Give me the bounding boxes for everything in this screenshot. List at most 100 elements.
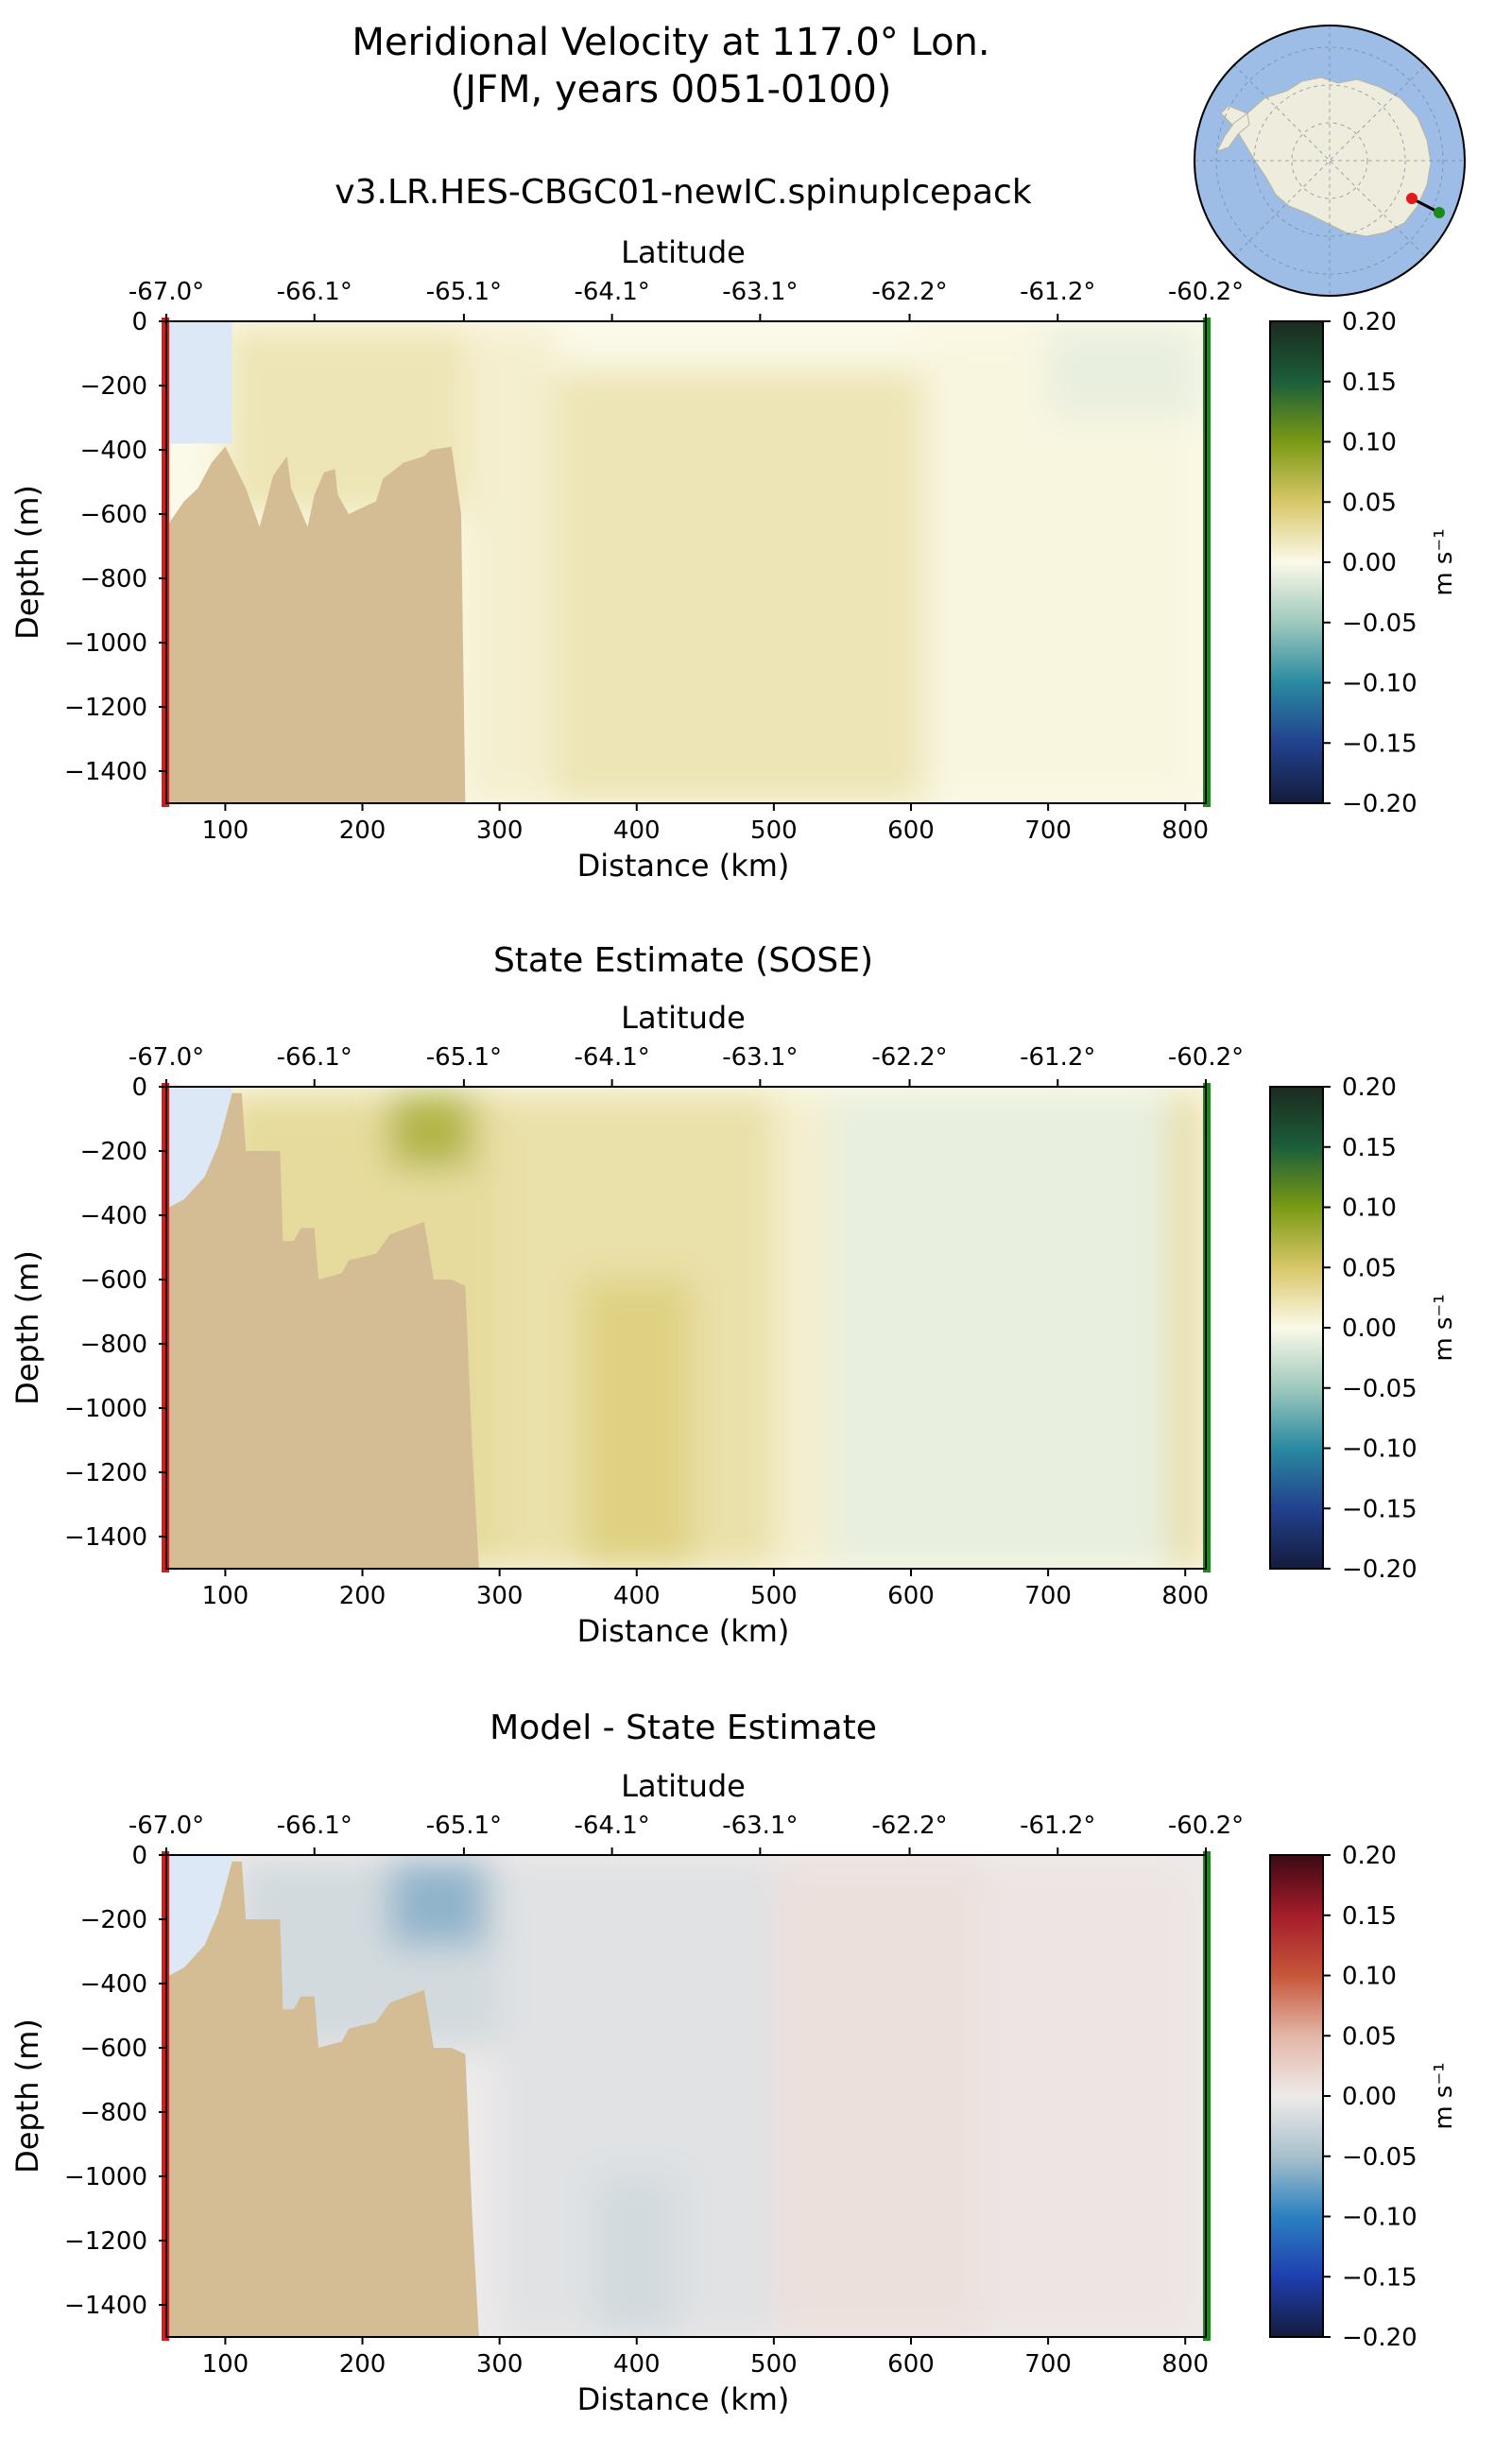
plot-area bbox=[166, 1855, 1206, 2337]
panel-difference: Model - State Estimate Latitude 100 200 300 4… bbox=[9, 1709, 1458, 2417]
lat-tick-label: -67.0° bbox=[129, 1812, 204, 1840]
x-tick-label: 300 bbox=[476, 816, 524, 845]
y-tick-label: −1400 bbox=[64, 758, 147, 786]
panel-title: v3.LR.HES-CBGC01-newIC.spinupIcepack bbox=[335, 173, 1032, 212]
x-tick-label: 800 bbox=[1161, 2350, 1209, 2379]
colorbar-label: m s⁻¹ bbox=[1430, 2062, 1458, 2129]
colorbar-tick-label: 0.00 bbox=[1342, 1314, 1397, 1343]
colorbar-tick-label: −0.10 bbox=[1342, 2204, 1418, 2232]
y-tick-label: 0 bbox=[131, 1074, 147, 1102]
bathymetry-land bbox=[166, 1092, 479, 1569]
y-tick-label: −1400 bbox=[64, 1523, 147, 1552]
colorbar-tick-label: −0.20 bbox=[1342, 2324, 1418, 2352]
bathymetry-land bbox=[166, 446, 466, 803]
velocity-cell bbox=[773, 1861, 980, 2337]
colorbar-tick-label: 0.00 bbox=[1342, 549, 1397, 577]
colorbar-tick-label: −0.15 bbox=[1342, 1495, 1418, 1523]
y-axis-label: Depth (m) bbox=[9, 1250, 45, 1405]
lat-tick-label: -63.1° bbox=[722, 278, 798, 306]
y-tick-label: 0 bbox=[131, 1842, 147, 1870]
colorbar-tick-label: 0.00 bbox=[1342, 2083, 1397, 2111]
x-tick-label: 300 bbox=[476, 1582, 524, 1610]
colorbar-tick-label: −0.10 bbox=[1342, 670, 1418, 698]
colorbar bbox=[1269, 1854, 1324, 2338]
plot-frame bbox=[165, 1854, 1207, 2338]
x-tick-label: 200 bbox=[339, 816, 387, 845]
lat-tick-label: -61.2° bbox=[1020, 278, 1095, 306]
transect-start-marker bbox=[1406, 193, 1418, 204]
lat-tick-label: -66.1° bbox=[277, 1812, 352, 1840]
velocity-cell bbox=[389, 1092, 472, 1167]
colorbar-tick-label: −0.05 bbox=[1342, 1375, 1418, 1403]
lat-tick-label: -63.1° bbox=[722, 1043, 798, 1072]
lat-tick-label: -64.1° bbox=[574, 278, 649, 306]
panel-model: v3.LR.HES-CBGC01-newIC.spinupIcepack Lati… bbox=[9, 173, 1458, 884]
lat-tick-label: -62.2° bbox=[871, 1812, 947, 1840]
x-tick-label: 400 bbox=[613, 816, 661, 845]
panel-title: State Estimate (SOSE) bbox=[493, 941, 873, 980]
lat-tick-label: -66.1° bbox=[277, 278, 352, 306]
y-tick-label: −1000 bbox=[64, 2163, 147, 2191]
velocity-cell bbox=[465, 327, 555, 803]
lat-tick-label: -63.1° bbox=[722, 1812, 798, 1840]
panel-state-estimate: State Estimate (SOSE) Latitude 100 200 300 40… bbox=[9, 941, 1458, 1649]
y-axis-label: Depth (m) bbox=[9, 485, 45, 640]
y-tick-label: −600 bbox=[80, 1266, 147, 1295]
lat-tick-label: -64.1° bbox=[574, 1043, 649, 1072]
colorbar-tick-label: 0.20 bbox=[1342, 1074, 1397, 1102]
colorbar-tick-label: −0.05 bbox=[1342, 2143, 1418, 2172]
lat-tick-label: -60.2° bbox=[1168, 1812, 1244, 1840]
lat-tick-label: -66.1° bbox=[277, 1043, 352, 1072]
x-tick-label: 200 bbox=[339, 1582, 387, 1610]
x-axis-label: Distance (km) bbox=[577, 2381, 790, 2417]
latitude-axis-label: Latitude bbox=[621, 234, 746, 270]
y-tick-label: −1200 bbox=[64, 694, 147, 722]
velocity-cell bbox=[1048, 327, 1199, 418]
y-tick-label: −200 bbox=[80, 1138, 147, 1166]
y-tick-label: −400 bbox=[80, 437, 147, 465]
x-tick-label: 200 bbox=[339, 2350, 387, 2379]
velocity-cell bbox=[1171, 1092, 1202, 1569]
velocity-cell bbox=[828, 1092, 1186, 1569]
x-tick-label: 600 bbox=[887, 2350, 935, 2379]
x-tick-label: 600 bbox=[887, 816, 935, 845]
x-tick-label: 100 bbox=[202, 1582, 249, 1610]
x-tick-label: 700 bbox=[1024, 816, 1072, 845]
lat-tick-label: -61.2° bbox=[1020, 1043, 1095, 1072]
x-tick-label: 600 bbox=[887, 1582, 935, 1610]
x-tick-label: 500 bbox=[750, 1582, 798, 1610]
y-tick-label: −200 bbox=[80, 1906, 147, 1934]
lat-tick-label: -64.1° bbox=[574, 1812, 649, 1840]
colorbar-tick-label: 0.10 bbox=[1342, 1194, 1397, 1223]
colorbar-tick-label: 0.20 bbox=[1342, 1842, 1397, 1870]
x-tick-label: 100 bbox=[202, 816, 249, 845]
lat-tick-label: -61.2° bbox=[1020, 1812, 1095, 1840]
colorbar-tick-label: −0.20 bbox=[1342, 1555, 1418, 1584]
plot-area bbox=[166, 321, 1206, 803]
y-tick-label: −1200 bbox=[64, 2227, 147, 2256]
y-axis-label: Depth (m) bbox=[9, 2019, 45, 2174]
colorbar-tick-label: 0.15 bbox=[1342, 369, 1397, 397]
colorbar-tick-label: 0.15 bbox=[1342, 1902, 1397, 1931]
colorbar-tick-label: −0.10 bbox=[1342, 1435, 1418, 1464]
x-tick-label: 800 bbox=[1161, 816, 1209, 845]
colorbar-tick-label: −0.15 bbox=[1342, 2263, 1418, 2292]
colorbar-label: m s⁻¹ bbox=[1430, 528, 1458, 595]
velocity-cell bbox=[773, 1092, 829, 1569]
y-tick-label: −1200 bbox=[64, 1459, 147, 1487]
y-tick-label: −600 bbox=[80, 501, 147, 529]
velocity-cell bbox=[979, 1861, 1199, 2337]
peninsula-land bbox=[1216, 112, 1250, 152]
colorbar bbox=[1269, 320, 1324, 804]
bathymetry-land bbox=[166, 1861, 479, 2337]
y-tick-label: 0 bbox=[131, 308, 147, 336]
latitude-axis-label: Latitude bbox=[621, 1000, 746, 1036]
x-tick-label: 700 bbox=[1024, 1582, 1072, 1610]
y-tick-label: −800 bbox=[80, 565, 147, 593]
lat-tick-label: -60.2° bbox=[1168, 278, 1244, 306]
y-tick-label: −600 bbox=[80, 2035, 147, 2063]
y-tick-label: −400 bbox=[80, 1970, 147, 1999]
latitude-axis-label: Latitude bbox=[621, 1768, 746, 1804]
colorbar-tick-label: −0.05 bbox=[1342, 610, 1418, 638]
lat-tick-label: -62.2° bbox=[871, 1043, 947, 1072]
